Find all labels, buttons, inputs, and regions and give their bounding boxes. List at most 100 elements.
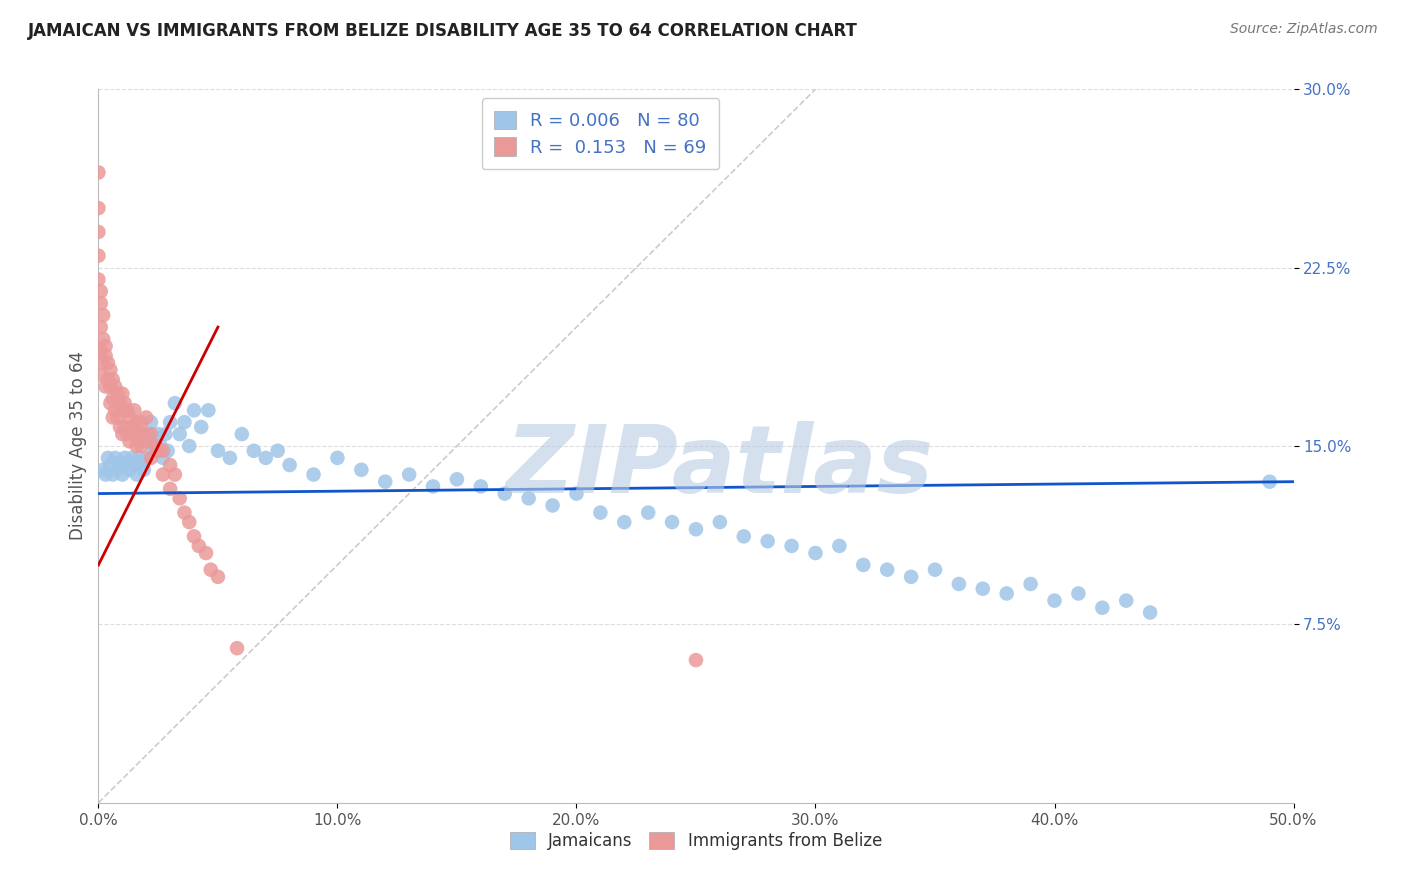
Point [159,458,181,472]
Point [254,450,277,465]
Point [125,467,148,482]
Point [155,427,177,442]
Point [91,332,114,346]
Point [173,506,195,520]
Point [125,415,148,429]
Point [422,479,444,493]
Point [226,641,249,656]
Point [1067,586,1090,600]
Point [101,372,124,386]
Point [98,396,122,410]
Point [114,396,136,410]
Point [179,515,201,529]
Point [128,450,150,465]
Point [517,491,540,506]
Point [733,529,755,543]
Point [1091,600,1114,615]
Point [179,439,201,453]
Point [145,439,167,453]
Point [97,356,120,370]
Point [661,515,683,529]
Point [115,427,138,442]
Point [207,443,229,458]
Point [152,467,174,482]
Point [195,546,218,560]
Point [163,467,186,482]
Point [398,467,420,482]
Point [149,439,172,453]
Point [541,499,564,513]
Point [118,463,141,477]
Point [780,539,803,553]
Point [972,582,994,596]
Point [148,427,170,442]
Text: JAMAICAN VS IMMIGRANTS FROM BELIZE DISABILITY AGE 35 TO 64 CORRELATION CHART: JAMAICAN VS IMMIGRANTS FROM BELIZE DISAB… [28,22,858,40]
Point [135,434,157,449]
Point [219,450,242,465]
Point [1139,606,1161,620]
Point [131,415,153,429]
Point [101,392,124,406]
Point [98,379,122,393]
Point [91,356,114,370]
Point [101,467,124,482]
Point [107,386,129,401]
Point [852,558,875,572]
Point [121,420,143,434]
Point [128,427,150,442]
Point [111,403,134,417]
Point [243,443,266,458]
Point [138,427,160,442]
Point [107,463,129,477]
Point [90,343,112,358]
Point [104,450,127,465]
Point [173,415,195,429]
Point [197,403,219,417]
Point [207,570,229,584]
Point [494,486,516,500]
Point [124,427,146,442]
Point [108,396,131,410]
Point [108,420,131,434]
Y-axis label: Disability Age 35 to 64: Disability Age 35 to 64 [69,351,87,541]
Point [101,410,124,425]
Point [87,165,110,179]
Point [94,349,117,363]
Point [94,467,117,482]
Point [98,363,122,377]
Point [124,458,146,472]
Point [637,506,659,520]
Point [709,515,731,529]
Point [145,443,167,458]
Point [135,450,157,465]
Point [876,563,898,577]
Point [90,296,112,310]
Point [350,463,373,477]
Legend: Jamaicans, Immigrants from Belize: Jamaicans, Immigrants from Belize [502,824,890,859]
Point [1115,593,1137,607]
Point [267,443,290,458]
Point [828,539,851,553]
Point [924,563,946,577]
Point [685,653,707,667]
Point [187,539,209,553]
Point [200,563,222,577]
Point [90,368,112,382]
Point [470,479,492,493]
Point [995,586,1018,600]
Point [159,482,181,496]
Point [98,458,122,472]
Point [94,339,117,353]
Point [183,403,205,417]
Text: Source: ZipAtlas.com: Source: ZipAtlas.com [1230,22,1378,37]
Point [135,410,157,425]
Point [565,486,588,500]
Point [125,439,148,453]
Point [115,403,138,417]
Point [90,320,112,334]
Point [190,420,212,434]
Point [87,249,110,263]
Point [148,443,170,458]
Point [115,456,138,470]
Point [685,522,707,536]
